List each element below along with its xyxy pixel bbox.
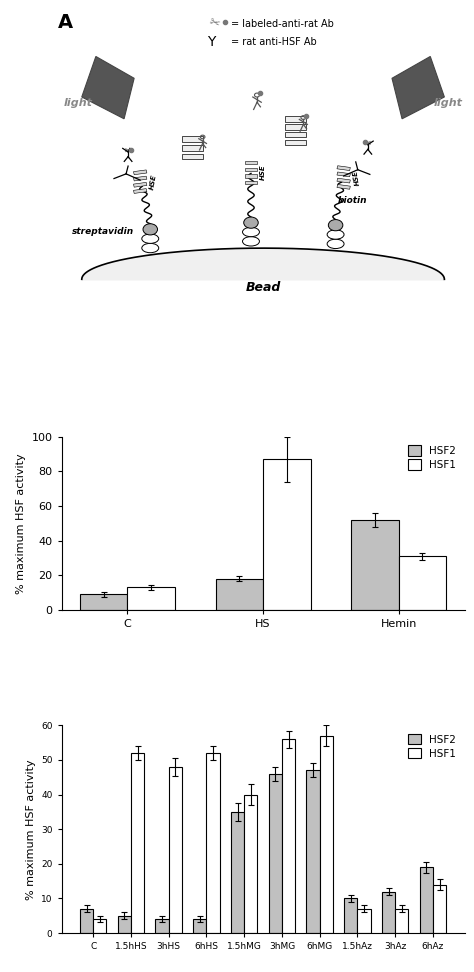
Polygon shape: [337, 166, 350, 170]
Bar: [182, 145, 203, 151]
Bar: [231, 812, 244, 933]
Text: light: light: [64, 98, 92, 108]
Text: streptavidin: streptavidin: [72, 226, 134, 236]
Text: HSE: HSE: [260, 165, 266, 181]
Bar: [351, 520, 399, 610]
Polygon shape: [245, 168, 257, 171]
Bar: [216, 578, 263, 610]
Polygon shape: [245, 161, 257, 164]
Ellipse shape: [243, 236, 259, 246]
Text: = rat anti-HSF Ab: = rat anti-HSF Ab: [231, 38, 317, 48]
Bar: [285, 140, 306, 145]
Text: Bead: Bead: [246, 281, 281, 294]
Bar: [80, 909, 93, 933]
Polygon shape: [245, 181, 257, 185]
Bar: [93, 920, 106, 933]
Text: ✂: ✂: [207, 16, 221, 32]
Text: HSE: HSE: [353, 169, 361, 186]
Bar: [285, 117, 306, 122]
Circle shape: [244, 217, 258, 228]
Text: A: A: [58, 13, 73, 32]
Bar: [263, 460, 310, 610]
Bar: [131, 753, 144, 933]
Text: HSE: HSE: [149, 173, 158, 190]
Bar: [128, 587, 175, 610]
Polygon shape: [337, 185, 350, 190]
Bar: [207, 753, 219, 933]
Bar: [118, 916, 131, 933]
Bar: [182, 154, 203, 159]
Ellipse shape: [327, 229, 344, 239]
Polygon shape: [245, 174, 257, 178]
Ellipse shape: [327, 239, 344, 249]
Y-axis label: % maximum HSF activity: % maximum HSF activity: [16, 453, 26, 594]
Bar: [344, 898, 357, 933]
Bar: [285, 132, 306, 137]
Circle shape: [143, 224, 157, 235]
Y-axis label: % maximum HSF activity: % maximum HSF activity: [26, 759, 36, 899]
Bar: [433, 885, 446, 933]
Bar: [244, 795, 257, 933]
Text: = labeled-anti-rat Ab: = labeled-anti-rat Ab: [231, 18, 334, 29]
Polygon shape: [134, 170, 147, 175]
Polygon shape: [337, 178, 350, 183]
Bar: [169, 767, 182, 933]
Polygon shape: [337, 172, 350, 177]
Bar: [307, 771, 319, 933]
Polygon shape: [82, 56, 134, 119]
Text: light: light: [434, 98, 463, 108]
Polygon shape: [134, 189, 147, 193]
Bar: [282, 739, 295, 933]
Bar: [155, 920, 169, 933]
Polygon shape: [134, 183, 147, 188]
Ellipse shape: [142, 243, 159, 253]
Ellipse shape: [243, 227, 259, 236]
Text: biotin: biotin: [337, 196, 367, 205]
Bar: [182, 136, 203, 142]
Circle shape: [328, 220, 343, 230]
Bar: [399, 556, 446, 610]
Bar: [319, 736, 333, 933]
Bar: [357, 909, 371, 933]
Polygon shape: [392, 56, 444, 119]
Bar: [80, 594, 128, 610]
Polygon shape: [134, 176, 147, 181]
Text: Y: Y: [207, 35, 215, 50]
Bar: [269, 774, 282, 933]
Bar: [193, 920, 207, 933]
Ellipse shape: [142, 234, 159, 243]
Bar: [420, 867, 433, 933]
Bar: [395, 909, 409, 933]
Legend: HSF2, HSF1: HSF2, HSF1: [405, 731, 459, 762]
Bar: [382, 891, 395, 933]
Legend: HSF2, HSF1: HSF2, HSF1: [405, 442, 459, 473]
Bar: [285, 124, 306, 129]
